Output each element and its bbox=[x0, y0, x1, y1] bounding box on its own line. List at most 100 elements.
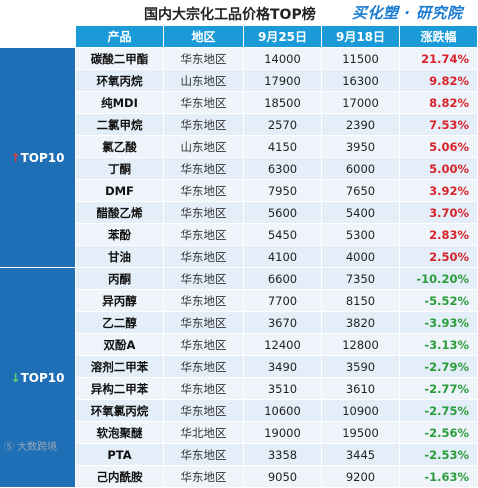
change-cell: -5.52% bbox=[399, 289, 478, 312]
product-cell: 醋酸乙烯 bbox=[75, 201, 164, 224]
region-cell: 华东地区 bbox=[163, 223, 244, 246]
sep18-price-cell: 11500 bbox=[321, 47, 400, 70]
brand-logo: 买化塑 · 研究院 bbox=[352, 4, 463, 22]
col-header-product: 产品 bbox=[75, 26, 164, 48]
sep18-price-cell: 5300 bbox=[321, 223, 400, 246]
sep25-price-cell: 19000 bbox=[243, 421, 322, 444]
product-cell: 二氯甲烷 bbox=[75, 113, 164, 136]
region-cell: 华东地区 bbox=[163, 201, 244, 224]
table-row: 二氯甲烷 华东地区 2570 2390 7.53% bbox=[0, 113, 478, 136]
sep25-price-cell: 17900 bbox=[243, 69, 322, 92]
col-header-region: 地区 bbox=[163, 26, 244, 48]
change-cell: -2.56% bbox=[399, 421, 478, 444]
change-cell: 3.70% bbox=[399, 201, 478, 224]
product-cell: 溶剂二甲苯 bbox=[75, 355, 164, 378]
table-row: 甘油 华东地区 4100 4000 2.50% bbox=[0, 245, 478, 268]
region-cell: 山东地区 bbox=[163, 135, 244, 158]
sep18-price-cell: 10900 bbox=[321, 399, 400, 422]
product-cell: 丁酮 bbox=[75, 157, 164, 180]
table-row: 氯乙酸 山东地区 4150 3950 5.06% bbox=[0, 135, 478, 158]
sep25-price-cell: 3358 bbox=[243, 443, 322, 466]
product-cell: 纯MDI bbox=[75, 91, 164, 114]
product-cell: 碳酸二甲酯 bbox=[75, 47, 164, 70]
change-cell: 2.83% bbox=[399, 223, 478, 246]
table-row: 环氧丙烷 山东地区 17900 16300 9.82% bbox=[0, 69, 478, 92]
product-cell: 乙二醇 bbox=[75, 311, 164, 334]
sep18-price-cell: 2390 bbox=[321, 113, 400, 136]
table-row: DMF 华东地区 7950 7650 3.92% bbox=[0, 179, 478, 202]
table-row: 纯MDI 华东地区 18500 17000 8.82% bbox=[0, 91, 478, 114]
group-top-losers: ↓TOP10 bbox=[0, 267, 76, 488]
sep18-price-cell: 3950 bbox=[321, 135, 400, 158]
sep25-price-cell: 4150 bbox=[243, 135, 322, 158]
region-cell: 华东地区 bbox=[163, 47, 244, 70]
region-cell: 华东地区 bbox=[163, 311, 244, 334]
sep18-price-cell: 17000 bbox=[321, 91, 400, 114]
sep25-price-cell: 5450 bbox=[243, 223, 322, 246]
sep18-price-cell: 12800 bbox=[321, 333, 400, 356]
sep25-price-cell: 6600 bbox=[243, 267, 322, 290]
table-row: 溶剂二甲苯 华东地区 3490 3590 -2.79% bbox=[0, 355, 478, 378]
change-cell: -3.13% bbox=[399, 333, 478, 356]
region-cell: 华东地区 bbox=[163, 355, 244, 378]
sep25-price-cell: 18500 bbox=[243, 91, 322, 114]
col-header-sep18: 9月18日 bbox=[321, 26, 400, 48]
region-cell: 华东地区 bbox=[163, 91, 244, 114]
region-cell: 山东地区 bbox=[163, 69, 244, 92]
sep18-price-cell: 3590 bbox=[321, 355, 400, 378]
sep25-price-cell: 5600 bbox=[243, 201, 322, 224]
region-cell: 华东地区 bbox=[163, 443, 244, 466]
group-label: TOP10 bbox=[20, 370, 65, 385]
region-cell: 华东地区 bbox=[163, 333, 244, 356]
region-cell: 华东地区 bbox=[163, 245, 244, 268]
sep18-price-cell: 5400 bbox=[321, 201, 400, 224]
sep18-price-cell: 3610 bbox=[321, 377, 400, 400]
region-cell: 华东地区 bbox=[163, 267, 244, 290]
product-cell: DMF bbox=[75, 179, 164, 202]
sep25-price-cell: 3490 bbox=[243, 355, 322, 378]
sep25-price-cell: 4100 bbox=[243, 245, 322, 268]
table-row: 环氧氯丙烷 华东地区 10600 10900 -2.75% bbox=[0, 399, 478, 422]
sep18-price-cell: 6000 bbox=[321, 157, 400, 180]
watermark-logo-icon: Ⓢ bbox=[4, 442, 18, 453]
sep25-price-cell: 7700 bbox=[243, 289, 322, 312]
region-cell: 华东地区 bbox=[163, 399, 244, 422]
product-cell: 苯酚 bbox=[75, 223, 164, 246]
page-title: 国内大宗化工品价格TOP榜 bbox=[144, 7, 316, 23]
sep25-price-cell: 12400 bbox=[243, 333, 322, 356]
sep18-price-cell: 7350 bbox=[321, 267, 400, 290]
sep18-price-cell: 3445 bbox=[321, 443, 400, 466]
change-cell: -1.63% bbox=[399, 465, 478, 488]
region-cell: 华东地区 bbox=[163, 377, 244, 400]
title-bar: 国内大宗化工品价格TOP榜 买化塑 · 研究院 bbox=[0, 0, 478, 26]
product-cell: PTA bbox=[75, 443, 164, 466]
header-row: 产品 地区 9月25日 9月18日 涨跌幅 bbox=[0, 26, 478, 48]
product-cell: 异丙醇 bbox=[75, 289, 164, 312]
sep25-price-cell: 3510 bbox=[243, 377, 322, 400]
table-row: 苯酚 华东地区 5450 5300 2.83% bbox=[0, 223, 478, 246]
region-cell: 华北地区 bbox=[163, 421, 244, 444]
table-row: 软泡聚醚 华北地区 19000 19500 -2.56% bbox=[0, 421, 478, 444]
table-row: 丁酮 华东地区 6300 6000 5.00% bbox=[0, 157, 478, 180]
change-cell: -2.77% bbox=[399, 377, 478, 400]
region-cell: 华东地区 bbox=[163, 179, 244, 202]
change-cell: -2.53% bbox=[399, 443, 478, 466]
table-row: 双酚A 华东地区 12400 12800 -3.13% bbox=[0, 333, 478, 356]
change-cell: -10.20% bbox=[399, 267, 478, 290]
product-cell: 氯乙酸 bbox=[75, 135, 164, 158]
change-cell: -2.75% bbox=[399, 399, 478, 422]
table-row: ↓TOP10 丙酮 华东地区 6600 7350 -10.20% bbox=[0, 267, 478, 488]
change-cell: 2.50% bbox=[399, 245, 478, 268]
sep18-price-cell: 9200 bbox=[321, 465, 400, 488]
col-header-change: 涨跌幅 bbox=[399, 26, 478, 48]
col-header-sep25: 9月25日 bbox=[243, 26, 322, 48]
watermark: Ⓢ 大数跨境 bbox=[4, 438, 57, 453]
product-cell: 软泡聚醚 bbox=[75, 421, 164, 444]
change-cell: 21.74% bbox=[399, 47, 478, 70]
sep18-price-cell: 19500 bbox=[321, 421, 400, 444]
change-cell: 7.53% bbox=[399, 113, 478, 136]
group-label: TOP10 bbox=[20, 150, 65, 165]
product-cell: 异构二甲苯 bbox=[75, 377, 164, 400]
price-table: 产品 地区 9月25日 9月18日 涨跌幅 ↑TOP10 碳酸二甲酯 华东地区 140… bbox=[0, 26, 478, 488]
sep25-price-cell: 14000 bbox=[243, 47, 322, 70]
